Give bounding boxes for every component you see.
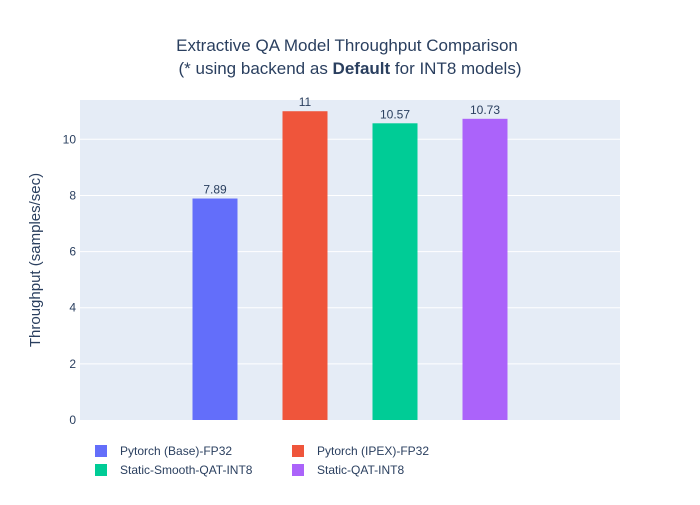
chart-title-line2: (* using backend as Default for INT8 mod… [179, 59, 522, 78]
y-tick-label: 10 [63, 132, 77, 146]
legend-label: Static-Smooth-QAT-INT8 [120, 463, 253, 477]
bar-value-label: 10.73 [470, 103, 500, 117]
y-tick-label: 6 [69, 245, 76, 259]
bar-value-label: 7.89 [203, 183, 227, 197]
legend-swatch [292, 464, 304, 476]
title-suffix: for INT8 models) [390, 59, 521, 78]
chart-title-line1: Extractive QA Model Throughput Compariso… [176, 36, 518, 55]
y-tick-label: 8 [69, 188, 76, 202]
bar-value-label: 11 [299, 95, 312, 109]
gridlines [80, 138, 620, 365]
plot-area [80, 100, 620, 420]
bar-0[interactable] [192, 198, 238, 420]
y-tick-label: 0 [69, 413, 76, 427]
legend-swatch [95, 445, 107, 457]
legend-swatch [292, 445, 304, 457]
bar-3[interactable] [462, 118, 508, 421]
legend-swatch [95, 464, 107, 476]
legend[interactable]: Pytorch (Base)-FP32 Pytorch (IPEX)-FP32 St… [95, 444, 429, 477]
y-tick-labels: 0 2 4 6 8 10 [63, 132, 77, 427]
title-bold: Default [333, 59, 391, 78]
bars [192, 111, 508, 421]
bar-value-label: 10.57 [380, 107, 410, 121]
legend-label: Pytorch (IPEX)-FP32 [317, 444, 429, 458]
y-tick-label: 4 [69, 301, 76, 315]
y-axis-label: Throughput (samples/sec) [27, 173, 44, 347]
legend-item[interactable]: Pytorch (IPEX)-FP32 [292, 444, 429, 458]
legend-item[interactable]: Static-Smooth-QAT-INT8 [95, 463, 253, 477]
y-tick-label: 2 [69, 357, 76, 371]
title-prefix: (* using backend as [179, 59, 333, 78]
data-labels: 7.89 11 10.57 10.73 [203, 95, 500, 196]
legend-item[interactable]: Static-QAT-INT8 [292, 463, 404, 477]
legend-item[interactable]: Pytorch (Base)-FP32 [95, 444, 232, 458]
bar-2[interactable] [372, 123, 418, 420]
legend-label: Pytorch (Base)-FP32 [120, 444, 232, 458]
legend-label: Static-QAT-INT8 [317, 463, 404, 477]
bar-1[interactable] [282, 111, 328, 420]
